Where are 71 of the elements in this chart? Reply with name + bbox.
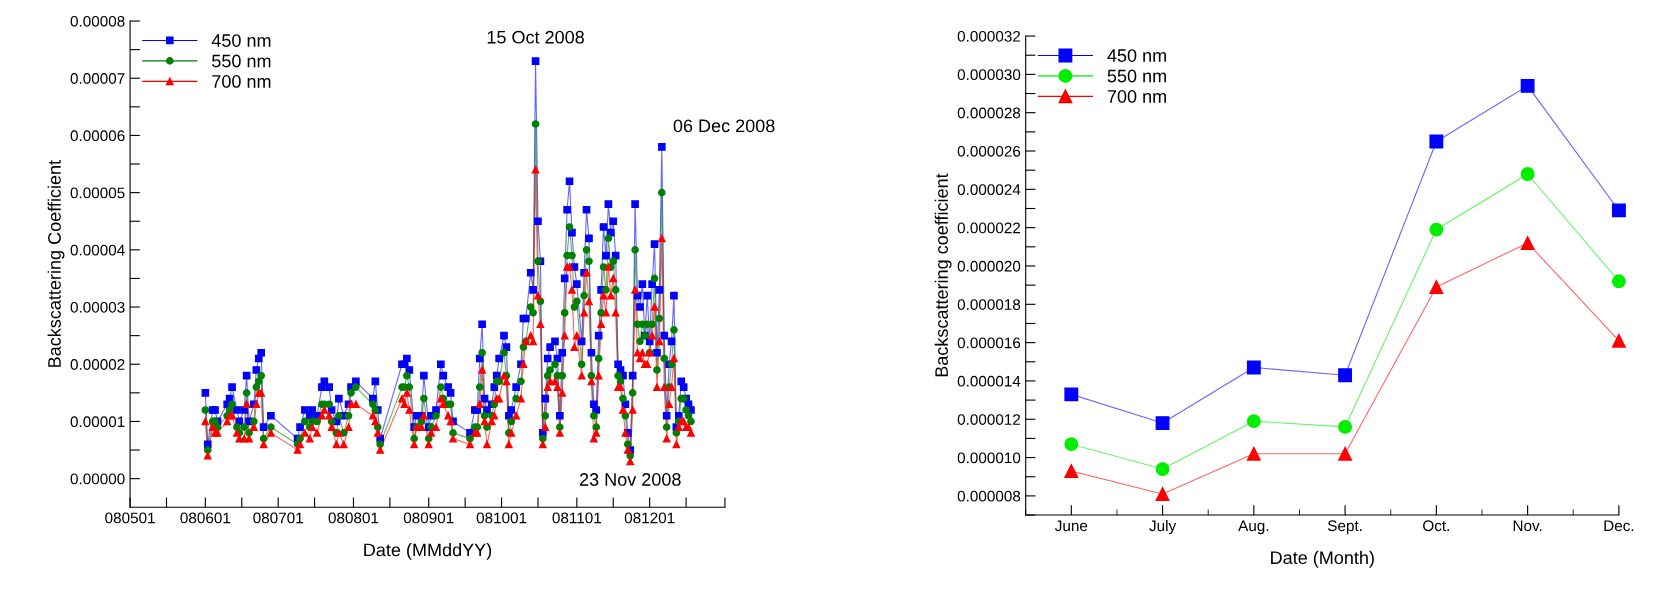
- y-tick-label: 0.00006: [70, 130, 125, 142]
- legend-label: 550 nm: [1107, 69, 1166, 83]
- y-tick-label: 0.000030: [957, 69, 1021, 81]
- point: [1246, 360, 1261, 375]
- y-tick-label: 0.00001: [70, 416, 125, 428]
- y-tick-label: 0.00005: [70, 187, 125, 199]
- legend-label: 700 nm: [212, 75, 271, 88]
- y-tick-label: 0.00004: [70, 244, 125, 256]
- y-axis-title: Backscattering Coefficient: [47, 160, 65, 367]
- point: [1155, 487, 1170, 501]
- x-tick-label: 080801: [328, 512, 379, 524]
- y-tick-label: 0.000032: [957, 30, 1021, 42]
- x-tick-label: Sept.: [1327, 520, 1362, 535]
- y-tick-label: 0.00008: [70, 15, 125, 27]
- y-tick-label: 0.000028: [957, 107, 1021, 119]
- y-tick-label: 0.000008: [957, 490, 1021, 502]
- point: [1338, 446, 1353, 461]
- point: [1338, 419, 1353, 434]
- y-tick-label: 0.00003: [70, 301, 125, 313]
- y-tick-label: 0.000022: [957, 222, 1021, 234]
- legend-label: 700 nm: [1107, 90, 1166, 103]
- x-tick-label: June: [1054, 520, 1088, 532]
- point: [1429, 222, 1444, 237]
- y-axis-title: Backscattering coefficient: [934, 173, 952, 377]
- legend-label: 450 nm: [1107, 49, 1166, 62]
- y-tick-label: 0.00000: [70, 473, 125, 485]
- point: [1611, 333, 1626, 348]
- y-tick-label: 0.00002: [70, 359, 125, 370]
- point: [1064, 464, 1079, 478]
- x-tick-label: 080601: [180, 512, 231, 524]
- y-tick-label: 0.000018: [957, 299, 1021, 310]
- point: [1155, 416, 1170, 431]
- y-tick-label: 0.000012: [957, 414, 1021, 425]
- point: [1611, 203, 1626, 218]
- annotation: 15 Oct 2008: [487, 30, 584, 44]
- annotation: 23 Nov 2008: [579, 473, 681, 486]
- x-axis-title: Date (MMddYY): [364, 543, 492, 560]
- y-tick-label: 0.000026: [957, 145, 1021, 157]
- y-tick-label: 0.000020: [957, 260, 1021, 272]
- y-tick-label: 0.000024: [957, 184, 1021, 196]
- y-tick-label: 0.000014: [957, 375, 1021, 387]
- point: [1246, 414, 1261, 429]
- y-tick-label: 0.00007: [70, 73, 125, 84]
- x-tick-label: 081001: [476, 512, 527, 524]
- legend-label: 550 nm: [212, 54, 271, 68]
- y-tick-label: 0.000010: [957, 452, 1021, 464]
- x-axis-title: Date (Month): [1271, 550, 1374, 568]
- annotation: 06 Dec 2008: [673, 119, 775, 133]
- point: [1611, 274, 1626, 289]
- y-tick-label: 0.000016: [957, 337, 1021, 349]
- x-tick-label: Dec.: [1604, 520, 1634, 532]
- x-tick-label: 080701: [253, 512, 303, 524]
- point: [1520, 236, 1535, 250]
- point: [1246, 446, 1261, 461]
- point: [1064, 437, 1079, 452]
- x-tick-label: July: [1149, 519, 1177, 535]
- legend-label: 450 nm: [211, 34, 271, 47]
- x-tick-label: Oct.: [1423, 520, 1449, 532]
- x-tick-label: 081101: [552, 512, 602, 524]
- x-tick-label: 080501: [105, 512, 155, 524]
- x-tick-label: Aug.: [1238, 520, 1269, 535]
- point: [1064, 387, 1079, 402]
- point: [1155, 462, 1170, 477]
- point: [1520, 167, 1535, 181]
- point: [1338, 368, 1353, 383]
- point: [1429, 280, 1444, 294]
- point: [1429, 134, 1444, 149]
- x-tick-label: 080901: [403, 512, 454, 524]
- x-tick-label: 081201: [624, 512, 675, 524]
- point: [1520, 78, 1535, 93]
- x-tick-label: Nov.: [1513, 520, 1542, 532]
